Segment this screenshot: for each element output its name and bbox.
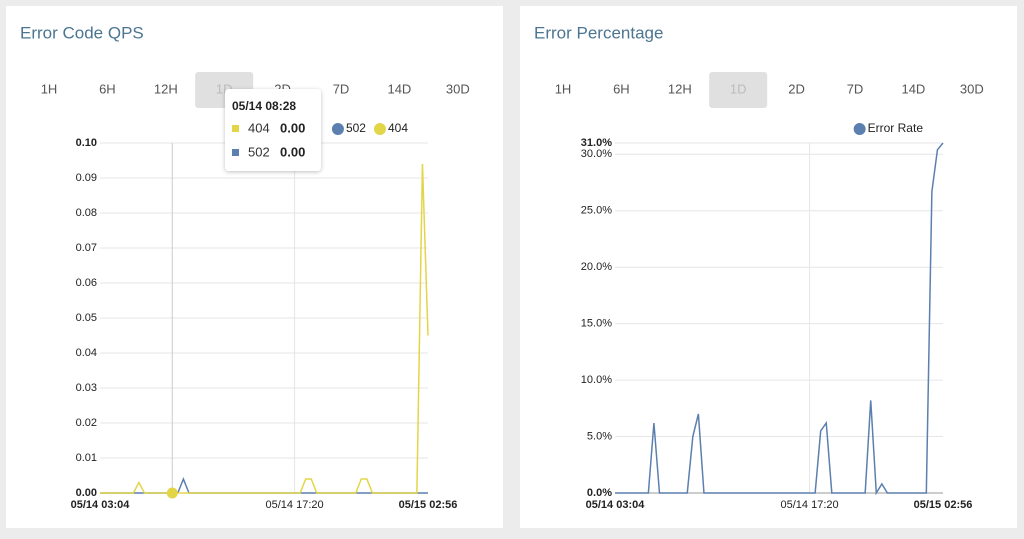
- range-button[interactable]: 7D: [333, 81, 350, 96]
- range-button[interactable]: 12H: [668, 81, 692, 96]
- card-title: Error Percentage: [534, 23, 663, 42]
- y-tick-label: 31.0%: [581, 137, 612, 149]
- range-button[interactable]: 1H: [41, 81, 58, 96]
- range-button[interactable]: 6H: [613, 81, 630, 96]
- series-line: [100, 163, 429, 494]
- y-tick-label: 0.09: [76, 172, 97, 184]
- range-button[interactable]: 1D: [730, 81, 747, 96]
- y-tick-label: 10.0%: [581, 374, 612, 386]
- legend-label: 404: [388, 121, 408, 135]
- x-tick-label: 05/15 02:56: [399, 499, 458, 511]
- y-tick-label: 0.08: [76, 207, 97, 219]
- y-tick-label: 0.02: [76, 417, 97, 429]
- legend-marker: [331, 123, 344, 135]
- x-tick-label: 05/14 03:04: [586, 499, 646, 511]
- y-tick-label: 0.10: [76, 137, 97, 149]
- tooltip-box: [225, 89, 321, 171]
- y-tick-label: 20.0%: [581, 261, 612, 273]
- range-button[interactable]: 30D: [960, 81, 984, 96]
- tooltip-swatch: [232, 149, 239, 156]
- range-button[interactable]: 12H: [154, 81, 178, 96]
- y-tick-label: 15.0%: [581, 318, 612, 330]
- y-tick-label: 25.0%: [581, 205, 612, 217]
- tooltip-swatch: [232, 125, 239, 132]
- y-tick-label: 5.0%: [587, 430, 612, 442]
- tooltip-name: 502: [248, 144, 270, 159]
- y-tick-label: 0.03: [76, 382, 97, 394]
- tooltip-name: 404: [248, 120, 270, 135]
- hover-point: [166, 487, 178, 499]
- series-line: [615, 142, 944, 496]
- y-tick-label: 0.07: [76, 242, 97, 254]
- y-tick-label: 0.04: [76, 347, 97, 359]
- legend-label: Error Rate: [868, 121, 924, 135]
- legend-marker: [853, 123, 866, 135]
- range-button-bg: [709, 72, 768, 108]
- y-tick-label: 0.0%: [587, 487, 612, 499]
- y-tick-label: 0.06: [76, 277, 97, 289]
- range-button[interactable]: 2D: [788, 81, 805, 96]
- tooltip-title: 05/14 08:28: [232, 99, 296, 113]
- range-button[interactable]: 7D: [847, 81, 864, 96]
- x-tick-label: 05/15 02:56: [914, 499, 973, 511]
- y-tick-label: 0.01: [76, 452, 97, 464]
- legend-label: 502: [346, 121, 366, 135]
- range-button[interactable]: 30D: [446, 81, 470, 96]
- range-button[interactable]: 1H: [555, 81, 572, 96]
- tooltip-value: 0.00: [280, 120, 305, 135]
- x-tick-label: 05/14 17:20: [781, 499, 839, 511]
- x-tick-label: 05/14 17:20: [266, 499, 324, 511]
- card-title: Error Code QPS: [20, 23, 144, 42]
- range-button[interactable]: 14D: [387, 81, 411, 96]
- range-button[interactable]: 14D: [901, 81, 925, 96]
- range-button[interactable]: 6H: [99, 81, 116, 96]
- legend-marker: [373, 123, 386, 135]
- tooltip-value: 0.00: [280, 144, 305, 159]
- y-tick-label: 30.0%: [581, 148, 612, 160]
- x-tick-label: 05/14 03:04: [71, 499, 131, 511]
- y-tick-label: 0.05: [76, 312, 97, 324]
- card: [6, 6, 503, 528]
- y-tick-label: 0.00: [76, 487, 97, 499]
